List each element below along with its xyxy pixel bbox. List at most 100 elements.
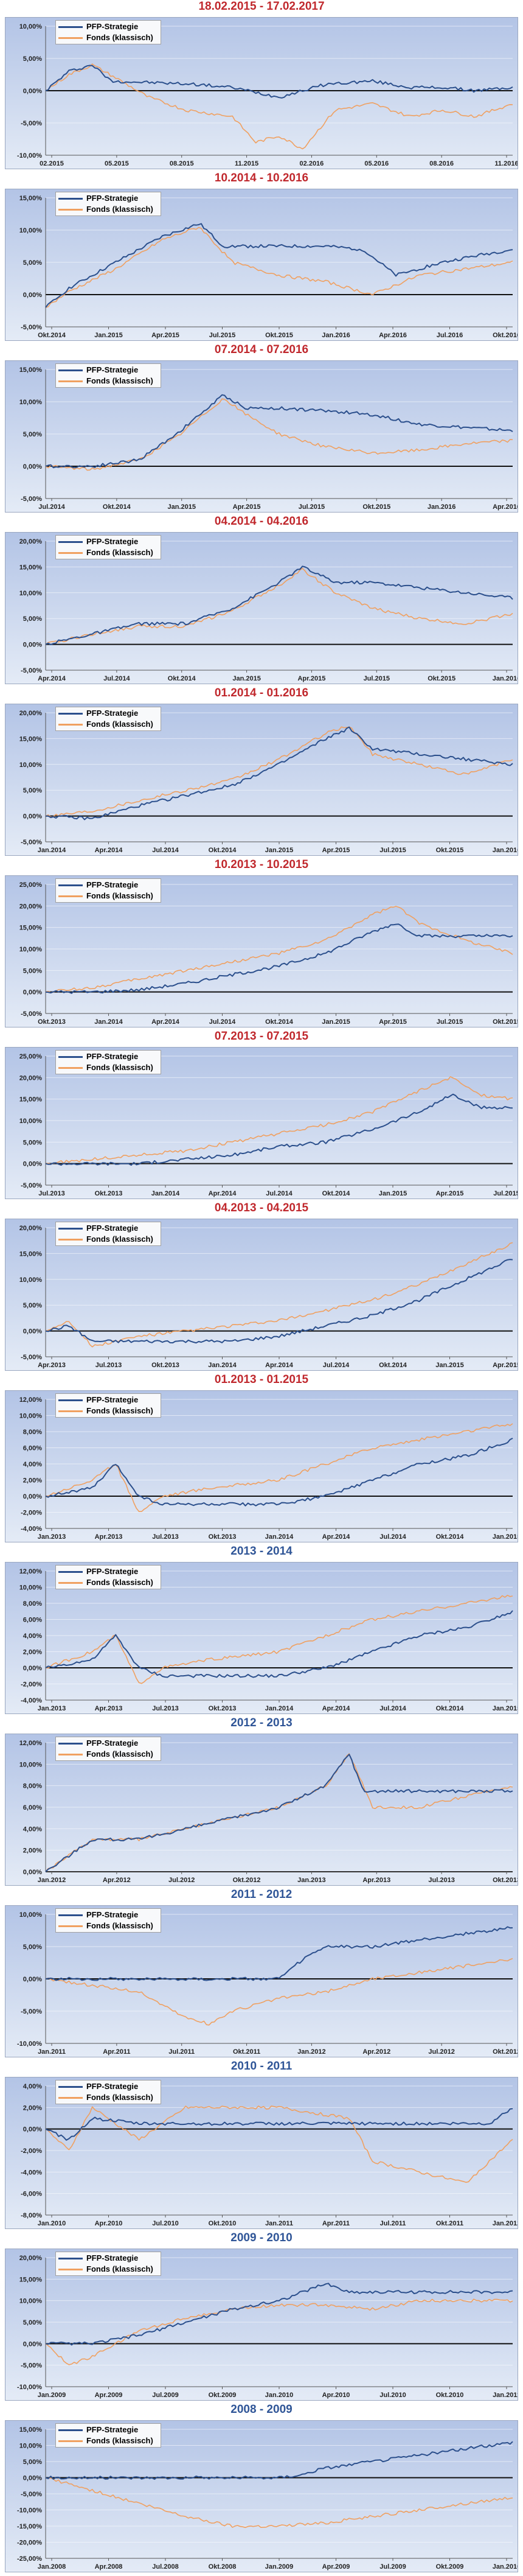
y-tick-label: 15,00% xyxy=(19,195,43,202)
chart-title: 2012 - 2013 xyxy=(230,1717,293,1729)
x-tick-label: Okt.2013 xyxy=(38,1018,66,1026)
y-tick-label: -15,00% xyxy=(17,2523,42,2530)
y-tick-label: 5,00% xyxy=(23,1139,42,1146)
legend-swatch xyxy=(58,1239,83,1241)
y-tick-label: -5,00% xyxy=(21,2491,42,2498)
x-tick-label: Jul.2014 xyxy=(209,1018,236,1026)
x-tick-label: Okt.2013 xyxy=(209,1533,237,1541)
series-line xyxy=(45,1242,513,1348)
x-tick-label: Jul.2014 xyxy=(103,675,130,682)
legend: PFP-Strategie Fonds (klassisch) xyxy=(55,1393,161,1418)
y-tick-label: -10,00% xyxy=(17,2507,42,2515)
legend-entry: PFP-Strategie xyxy=(58,536,138,547)
x-tick-label: Okt.2013 xyxy=(151,1362,179,1369)
x-tick-label: Apr.2015 xyxy=(379,1018,407,1026)
x-tick-label: 02.2015 xyxy=(40,160,64,167)
y-tick-label: 20,00% xyxy=(19,1225,43,1232)
series-line xyxy=(45,398,513,471)
y-tick-label: 20,00% xyxy=(19,903,43,910)
chart-title: 07.2013 - 07.2015 xyxy=(214,1030,309,1043)
chart-panel: 2009 - 2010 20,00% 15,00% 10,00% 5,00% 0,00% -… xyxy=(0,2231,523,2403)
x-tick-label: 05.2016 xyxy=(364,160,389,167)
x-tick-label: Apr.2013 xyxy=(38,1362,66,1369)
legend-entry: Fonds (klassisch) xyxy=(58,204,153,214)
x-tick-label: Jan.2013 xyxy=(38,1533,66,1541)
x-tick-label: Jul.2011 xyxy=(380,2220,406,2227)
plot-area: 10,00% 5,00% 0,00% -5,00% -10,00% Jan.2011 Apr… xyxy=(5,1905,518,2057)
x-tick-label: Jul.2013 xyxy=(152,1705,178,1712)
y-tick-label: 2,00% xyxy=(23,1649,42,1656)
legend-label: PFP-Strategie xyxy=(86,709,139,718)
x-tick-label: Jan.2014 xyxy=(265,1533,294,1541)
legend-label: PFP-Strategie xyxy=(86,22,139,31)
legend-swatch xyxy=(58,2086,83,2088)
legend-label: Fonds (klassisch) xyxy=(86,205,153,214)
legend: PFP-Strategie Fonds (klassisch) xyxy=(55,20,161,44)
y-tick-label: -10,00% xyxy=(17,2384,42,2391)
legend-entry: Fonds (klassisch) xyxy=(58,2435,153,2446)
y-tick-label: 12,00% xyxy=(19,1396,43,1404)
legend: PFP-Strategie Fonds (klassisch) xyxy=(55,192,161,216)
legend-entry: PFP-Strategie xyxy=(58,880,138,890)
y-tick-label: 10,00% xyxy=(19,1276,43,1284)
y-tick-label: -5,00% xyxy=(21,2362,42,2370)
y-tick-label: 5,00% xyxy=(23,967,42,975)
y-tick-label: 5,00% xyxy=(23,615,42,623)
y-tick-label: 15,00% xyxy=(19,1250,43,1258)
plot-area: 25,00% 20,00% 15,00% 10,00% 5,00% 0,00% -5,00%… xyxy=(5,875,518,1027)
legend-swatch xyxy=(58,2258,83,2260)
x-tick-label: 11.2016 xyxy=(494,160,518,167)
legend-swatch xyxy=(58,2429,83,2432)
x-tick-label: Jul.2009 xyxy=(152,2392,178,2399)
x-tick-label: Jul.2014 xyxy=(379,1533,406,1541)
x-tick-label: Jul.2014 xyxy=(323,1362,350,1369)
y-tick-label: 0,00% xyxy=(23,1328,42,1335)
legend-entry: PFP-Strategie xyxy=(58,193,138,203)
line-chart: 15,00% 10,00% 5,00% 0,00% -5,00%Jul.2014 Okt.… xyxy=(19,366,518,511)
x-tick-label: Jan.2016 xyxy=(322,332,350,339)
y-tick-label: 6,00% xyxy=(23,1617,42,1624)
series-line xyxy=(45,923,513,994)
legend-entry: Fonds (klassisch) xyxy=(58,1234,153,1244)
series-line xyxy=(45,63,513,150)
x-tick-label: Jul.2010 xyxy=(379,2392,406,2399)
line-chart: 12,00%10,00%8,00%6,00%4,00%2,00%0,00%Jan… xyxy=(19,1740,518,1884)
plot-area: 15,00% 10,00% 5,00% 0,00% -5,00% Jul.2014 Okt.… xyxy=(5,360,518,513)
y-tick-label: -5,00% xyxy=(21,1010,42,1018)
y-tick-label: 15,00% xyxy=(19,564,43,571)
y-tick-label: 6,00% xyxy=(23,1445,42,1452)
line-chart: 25,00% 20,00% 15,00% 10,00% 5,00% 0,00% -5,00%… xyxy=(19,1053,518,1197)
x-tick-label: Jul.2013 xyxy=(38,1190,64,1197)
x-tick-label: Jan.2015 xyxy=(265,847,293,854)
line-chart: 4,00%2,00%0,00%-2,00%-4,00%-6,00%-8,00%J… xyxy=(21,2083,518,2227)
y-tick-label: -4,00% xyxy=(21,1697,42,1704)
x-tick-label: Jul.2014 xyxy=(379,1705,406,1712)
y-tick-label: 8,00% xyxy=(23,1783,42,1790)
x-tick-label: 02.2016 xyxy=(300,160,324,167)
legend-label: PFP-Strategie xyxy=(86,2425,139,2434)
y-tick-label: 0,00% xyxy=(23,2475,42,2482)
legend-entry: Fonds (klassisch) xyxy=(58,32,153,43)
y-tick-label: 0,00% xyxy=(23,1493,42,1500)
x-tick-label: Okt.2010 xyxy=(209,2220,237,2227)
x-tick-label: Apr.2013 xyxy=(95,1533,123,1541)
y-tick-label: 5,00% xyxy=(23,2459,42,2466)
legend-entry: PFP-Strategie xyxy=(58,21,138,32)
y-tick-label: 5,00% xyxy=(23,55,42,63)
y-tick-label: -2,00% xyxy=(21,1681,42,1689)
y-tick-label: 15,00% xyxy=(19,366,43,374)
y-tick-label: 0,00% xyxy=(23,1665,42,1672)
x-tick-label: Jul.2015 xyxy=(437,1018,463,1026)
plot-area: 12,00% 10,00% 8,00% 6,00% 4,00% 2,00% 0,00% -2,… xyxy=(5,1562,518,1714)
x-tick-label: Apr.2015 xyxy=(322,847,350,854)
x-tick-label: Apr.2012 xyxy=(103,1877,131,1884)
series-line xyxy=(45,2441,513,2480)
x-tick-label: Jul.2013 xyxy=(152,1533,178,1541)
legend-swatch xyxy=(58,724,83,726)
y-tick-label: -5,00% xyxy=(21,1354,42,1361)
y-tick-label: 20,00% xyxy=(19,710,43,717)
y-tick-label: -10,00% xyxy=(17,152,42,159)
x-tick-label: Okt.2011 xyxy=(436,2220,463,2227)
x-tick-label: Apr.2009 xyxy=(95,2392,123,2399)
x-tick-label: Jul.2011 xyxy=(168,2048,195,2056)
